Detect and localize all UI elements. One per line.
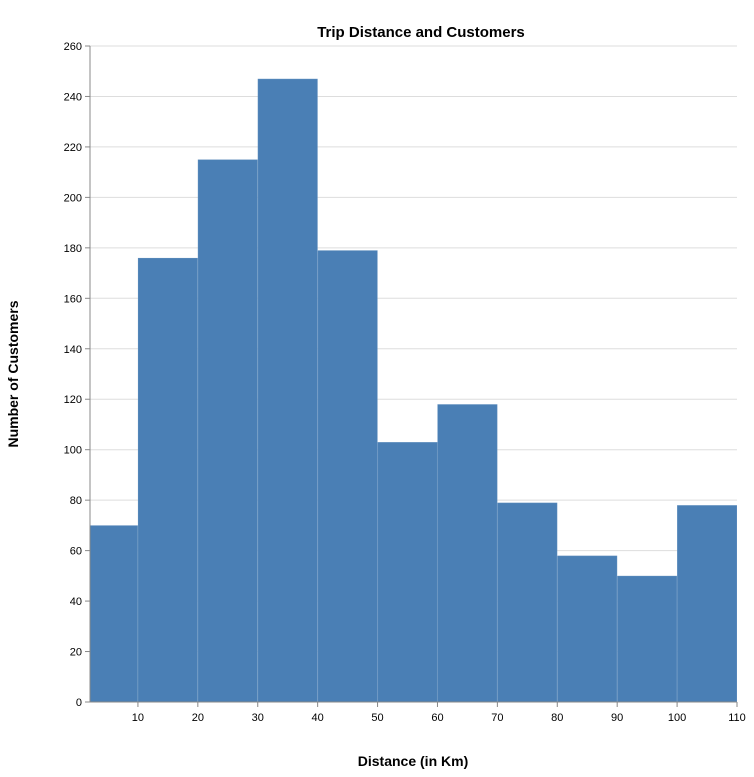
histogram-bar <box>556 555 618 703</box>
histogram-bar <box>676 504 738 703</box>
y-tick-label: 100 <box>64 445 82 457</box>
x-tick-label: 70 <box>491 712 503 724</box>
x-tick-label: 80 <box>551 712 563 724</box>
histogram-bar <box>137 257 199 703</box>
histogram-bar <box>616 575 678 703</box>
y-tick-label: 200 <box>64 192 82 204</box>
x-tick-label: 100 <box>668 712 686 724</box>
x-tick-label: 110 <box>728 712 746 724</box>
y-tick-label: 240 <box>64 91 82 103</box>
y-tick-label: 40 <box>70 596 82 608</box>
x-tick-label: 50 <box>371 712 383 724</box>
histogram-bar <box>496 502 558 703</box>
histogram-bar <box>89 524 139 703</box>
y-tick-label: 80 <box>70 495 82 507</box>
y-tick-label: 180 <box>64 243 82 255</box>
histogram-bar <box>436 403 498 703</box>
y-tick-label: 140 <box>64 344 82 356</box>
y-tick-label: 120 <box>64 394 82 406</box>
x-axis-title: Distance (in Km) <box>358 753 468 769</box>
y-axis-title: Number of Customers <box>5 300 21 447</box>
y-axis-ticks: 0 20 40 60 80 100 120 140 160 180 200 220 240 260 <box>64 41 90 709</box>
bars <box>89 78 738 703</box>
x-tick-label: 30 <box>252 712 264 724</box>
y-tick-label: 260 <box>64 41 82 53</box>
y-tick-label: 220 <box>64 142 82 154</box>
x-tick-label: 10 <box>132 712 144 724</box>
chart-title: Trip Distance and Customers <box>317 24 525 41</box>
x-tick-label: 60 <box>431 712 443 724</box>
x-tick-label: 90 <box>611 712 623 724</box>
y-tick-label: 160 <box>64 293 82 305</box>
y-tick-label: 60 <box>70 546 82 558</box>
y-tick-label: 0 <box>76 697 82 709</box>
x-tick-label: 40 <box>312 712 324 724</box>
x-axis-ticks: 10 20 30 40 50 60 70 80 90 100 110 <box>132 702 746 724</box>
y-tick-label: 20 <box>70 647 82 659</box>
x-tick-label: 20 <box>192 712 204 724</box>
histogram-bar <box>197 159 259 703</box>
histogram-bar <box>377 441 438 703</box>
histogram-bar <box>317 249 379 703</box>
histogram-bar <box>257 78 319 703</box>
